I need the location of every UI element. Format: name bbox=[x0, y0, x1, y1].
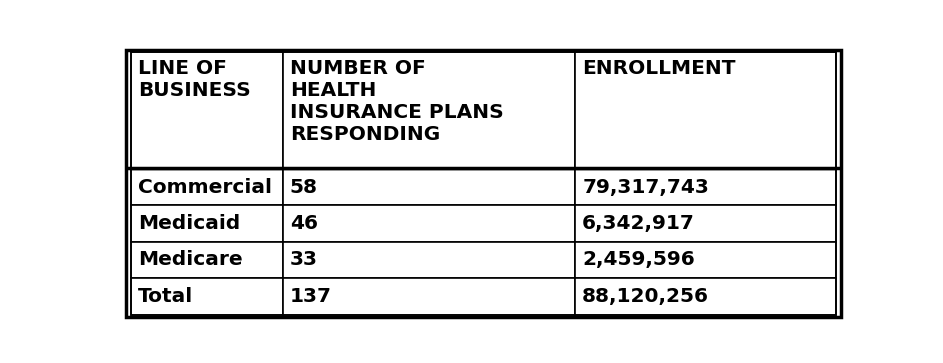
Text: Medicare: Medicare bbox=[139, 250, 243, 269]
Text: NUMBER OF
HEALTH
INSURANCE PLANS
RESPONDING: NUMBER OF HEALTH INSURANCE PLANS RESPOND… bbox=[290, 59, 504, 144]
Bar bbox=[575, 52, 835, 169]
Text: LINE OF
BUSINESS: LINE OF BUSINESS bbox=[139, 59, 251, 100]
Text: 58: 58 bbox=[290, 178, 318, 196]
Text: ENROLLMENT: ENROLLMENT bbox=[582, 59, 736, 78]
Text: Medicaid: Medicaid bbox=[139, 214, 240, 233]
Text: 88,120,256: 88,120,256 bbox=[582, 287, 709, 306]
Text: Total: Total bbox=[139, 287, 193, 306]
Text: Commercial: Commercial bbox=[139, 178, 273, 196]
Bar bbox=[283, 205, 575, 242]
Text: 33: 33 bbox=[290, 250, 318, 269]
Text: 2,459,596: 2,459,596 bbox=[582, 250, 695, 269]
Text: 137: 137 bbox=[290, 287, 332, 306]
Text: 6,342,917: 6,342,917 bbox=[582, 214, 695, 233]
Bar bbox=[283, 278, 575, 315]
Bar bbox=[575, 205, 835, 242]
Bar bbox=[283, 242, 575, 278]
Bar bbox=[575, 169, 835, 205]
Bar bbox=[575, 278, 835, 315]
Bar bbox=[283, 169, 575, 205]
Text: 46: 46 bbox=[290, 214, 318, 233]
Bar bbox=[131, 169, 283, 205]
Bar bbox=[131, 205, 283, 242]
Bar bbox=[131, 242, 283, 278]
Bar bbox=[283, 52, 575, 169]
Bar bbox=[131, 278, 283, 315]
Bar bbox=[131, 52, 283, 169]
Bar bbox=[575, 242, 835, 278]
Text: 79,317,743: 79,317,743 bbox=[582, 178, 709, 196]
